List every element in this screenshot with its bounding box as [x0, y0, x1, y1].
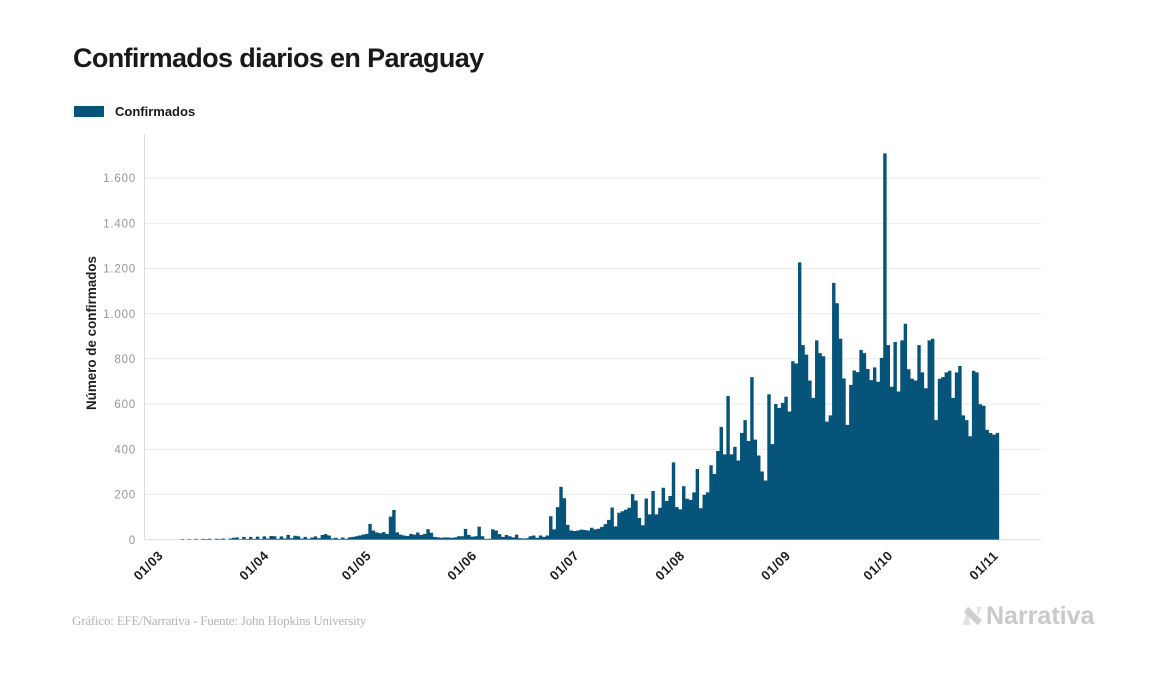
svg-text:01/05: 01/05 [339, 548, 374, 583]
svg-text:0: 0 [129, 535, 136, 547]
svg-text:800: 800 [114, 354, 136, 366]
svg-text:600: 600 [114, 399, 136, 411]
svg-text:01/04: 01/04 [236, 548, 272, 584]
svg-text:1.400: 1.400 [103, 218, 136, 230]
svg-text:200: 200 [114, 490, 136, 502]
svg-text:01/10: 01/10 [860, 548, 895, 583]
svg-text:01/03: 01/03 [131, 548, 166, 583]
svg-text:01/07: 01/07 [547, 548, 582, 583]
svg-text:01/08: 01/08 [652, 548, 687, 583]
svg-text:01/09: 01/09 [758, 548, 793, 583]
svg-text:400: 400 [114, 444, 136, 456]
svg-text:1.200: 1.200 [103, 264, 136, 276]
svg-text:1.600: 1.600 [103, 173, 136, 185]
svg-text:Número de confirmados: Número de confirmados [84, 256, 99, 410]
svg-text:01/06: 01/06 [444, 548, 479, 583]
svg-text:01/11: 01/11 [966, 548, 1001, 583]
svg-text:1.000: 1.000 [103, 309, 136, 321]
